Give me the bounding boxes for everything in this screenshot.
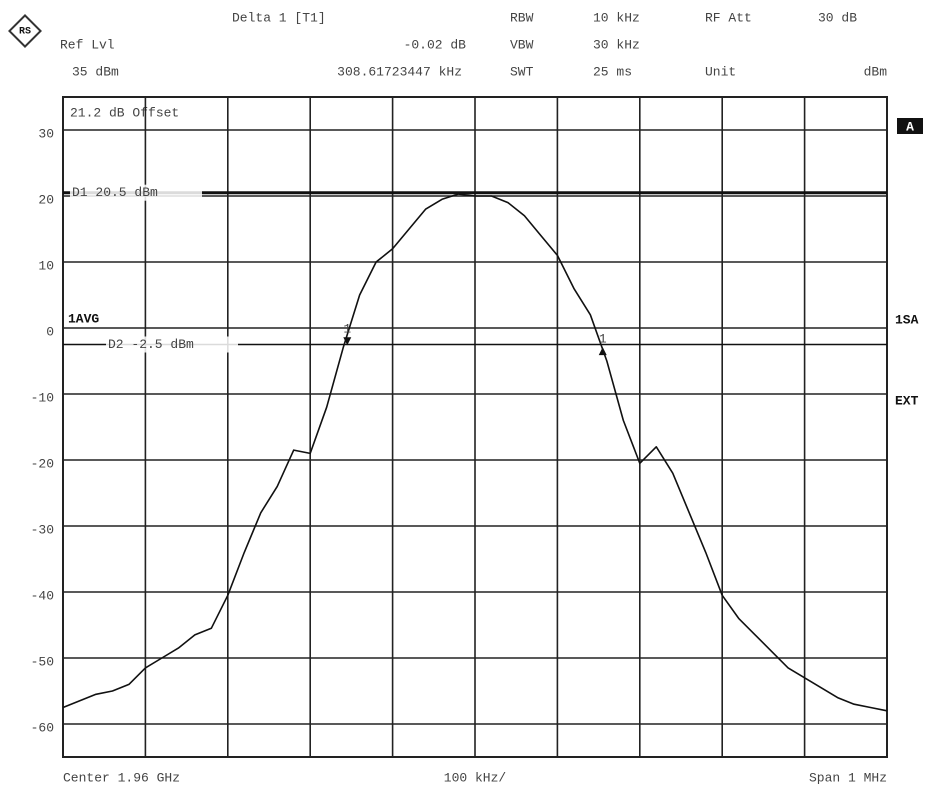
marker-label: 1 (343, 322, 351, 337)
swt-value: 25 ms (593, 64, 632, 79)
y-tick-label: 0 (46, 324, 54, 339)
marker (343, 337, 352, 346)
y-tick-label: 10 (38, 258, 54, 273)
side-badge (897, 118, 923, 134)
display-line-label-bg (106, 336, 238, 353)
display-line-label: D2 -2.5 dBm (108, 337, 194, 352)
svg-text:RS: RS (19, 27, 31, 38)
display-line-label: D1 20.5 dBm (72, 185, 158, 200)
footer-span: Span 1 MHz (809, 770, 887, 785)
unit-label: Unit (705, 64, 736, 79)
swt-label: SWT (510, 64, 534, 79)
y-tick-label: -10 (31, 390, 54, 405)
footer-scale: 100 kHz/ (444, 770, 507, 785)
rbw-value: 10 kHz (593, 10, 640, 25)
side-label: EXT (895, 393, 919, 408)
y-tick-label: -60 (31, 720, 54, 735)
vbw-label: VBW (510, 37, 534, 52)
y-tick-label: 20 (38, 192, 54, 207)
logo: RS (8, 14, 42, 48)
marker-title: Delta 1 [T1] (232, 10, 326, 25)
side-label: 1SA (895, 312, 919, 327)
y-tick-label: -30 (31, 522, 54, 537)
marker (598, 347, 607, 356)
att-label: RF Att (705, 10, 752, 25)
rbw-label: RBW (510, 10, 534, 25)
marker-label: 1 (599, 332, 607, 347)
footer-center: Center 1.96 GHz (63, 770, 180, 785)
y-tick-label: -50 (31, 654, 54, 669)
ref-label: Ref Lvl (60, 37, 115, 52)
offset-label: 21.2 dB Offset (70, 105, 179, 120)
trace (62, 193, 888, 712)
y-tick-label: 30 (38, 126, 54, 141)
ref-value: 35 dBm (72, 64, 119, 79)
side-label: A (906, 119, 914, 134)
vbw-value: 30 kHz (593, 37, 640, 52)
delta-freq: 308.61723447 kHz (337, 64, 462, 79)
att-value: 30 dB (818, 10, 857, 25)
y-tick-label: -20 (31, 456, 54, 471)
display-line-label-bg (70, 184, 202, 201)
unit-value: dBm (864, 64, 888, 79)
y-tick-label: -40 (31, 588, 54, 603)
delta-level: -0.02 dB (404, 37, 467, 52)
trace-label: 1AVG (68, 311, 99, 326)
